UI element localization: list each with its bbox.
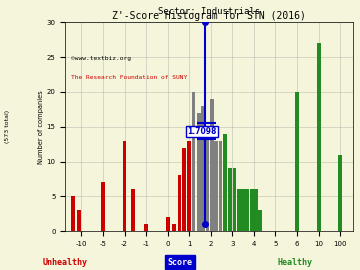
Bar [182,148,186,231]
Text: Score: Score [167,258,193,266]
Bar [206,134,210,231]
Bar [237,189,241,231]
Bar [258,210,262,231]
Bar [71,196,75,231]
Bar [223,134,227,231]
Bar [101,183,105,231]
Bar [131,189,135,231]
Bar [197,113,201,231]
Bar [295,92,299,231]
Bar [214,141,218,231]
Bar [250,189,254,231]
Text: ©www.textbiz.org: ©www.textbiz.org [71,56,131,61]
Bar [177,176,181,231]
Bar [210,99,214,231]
Bar [219,141,222,231]
Bar [233,168,237,231]
Bar [241,189,245,231]
Bar [144,224,148,231]
Bar [338,154,342,231]
Bar [246,189,249,231]
Title: Z'-Score Histogram for STN (2016): Z'-Score Histogram for STN (2016) [112,12,306,22]
Bar [187,141,191,231]
Text: 1.7098: 1.7098 [187,127,217,136]
Text: The Research Foundation of SUNY: The Research Foundation of SUNY [71,75,187,80]
Bar [123,141,126,231]
Text: Healthy: Healthy [278,258,313,266]
Bar [166,217,170,231]
Bar [254,189,258,231]
Text: Unhealthy: Unhealthy [42,258,87,266]
Bar [201,106,205,231]
Bar [192,92,195,231]
Y-axis label: Number of companies: Number of companies [38,90,44,164]
Text: Sector: Industrials: Sector: Industrials [158,7,260,16]
Bar [228,168,232,231]
Bar [172,224,176,231]
Text: (573 total): (573 total) [5,110,10,143]
Bar [77,210,81,231]
Bar [317,43,320,231]
